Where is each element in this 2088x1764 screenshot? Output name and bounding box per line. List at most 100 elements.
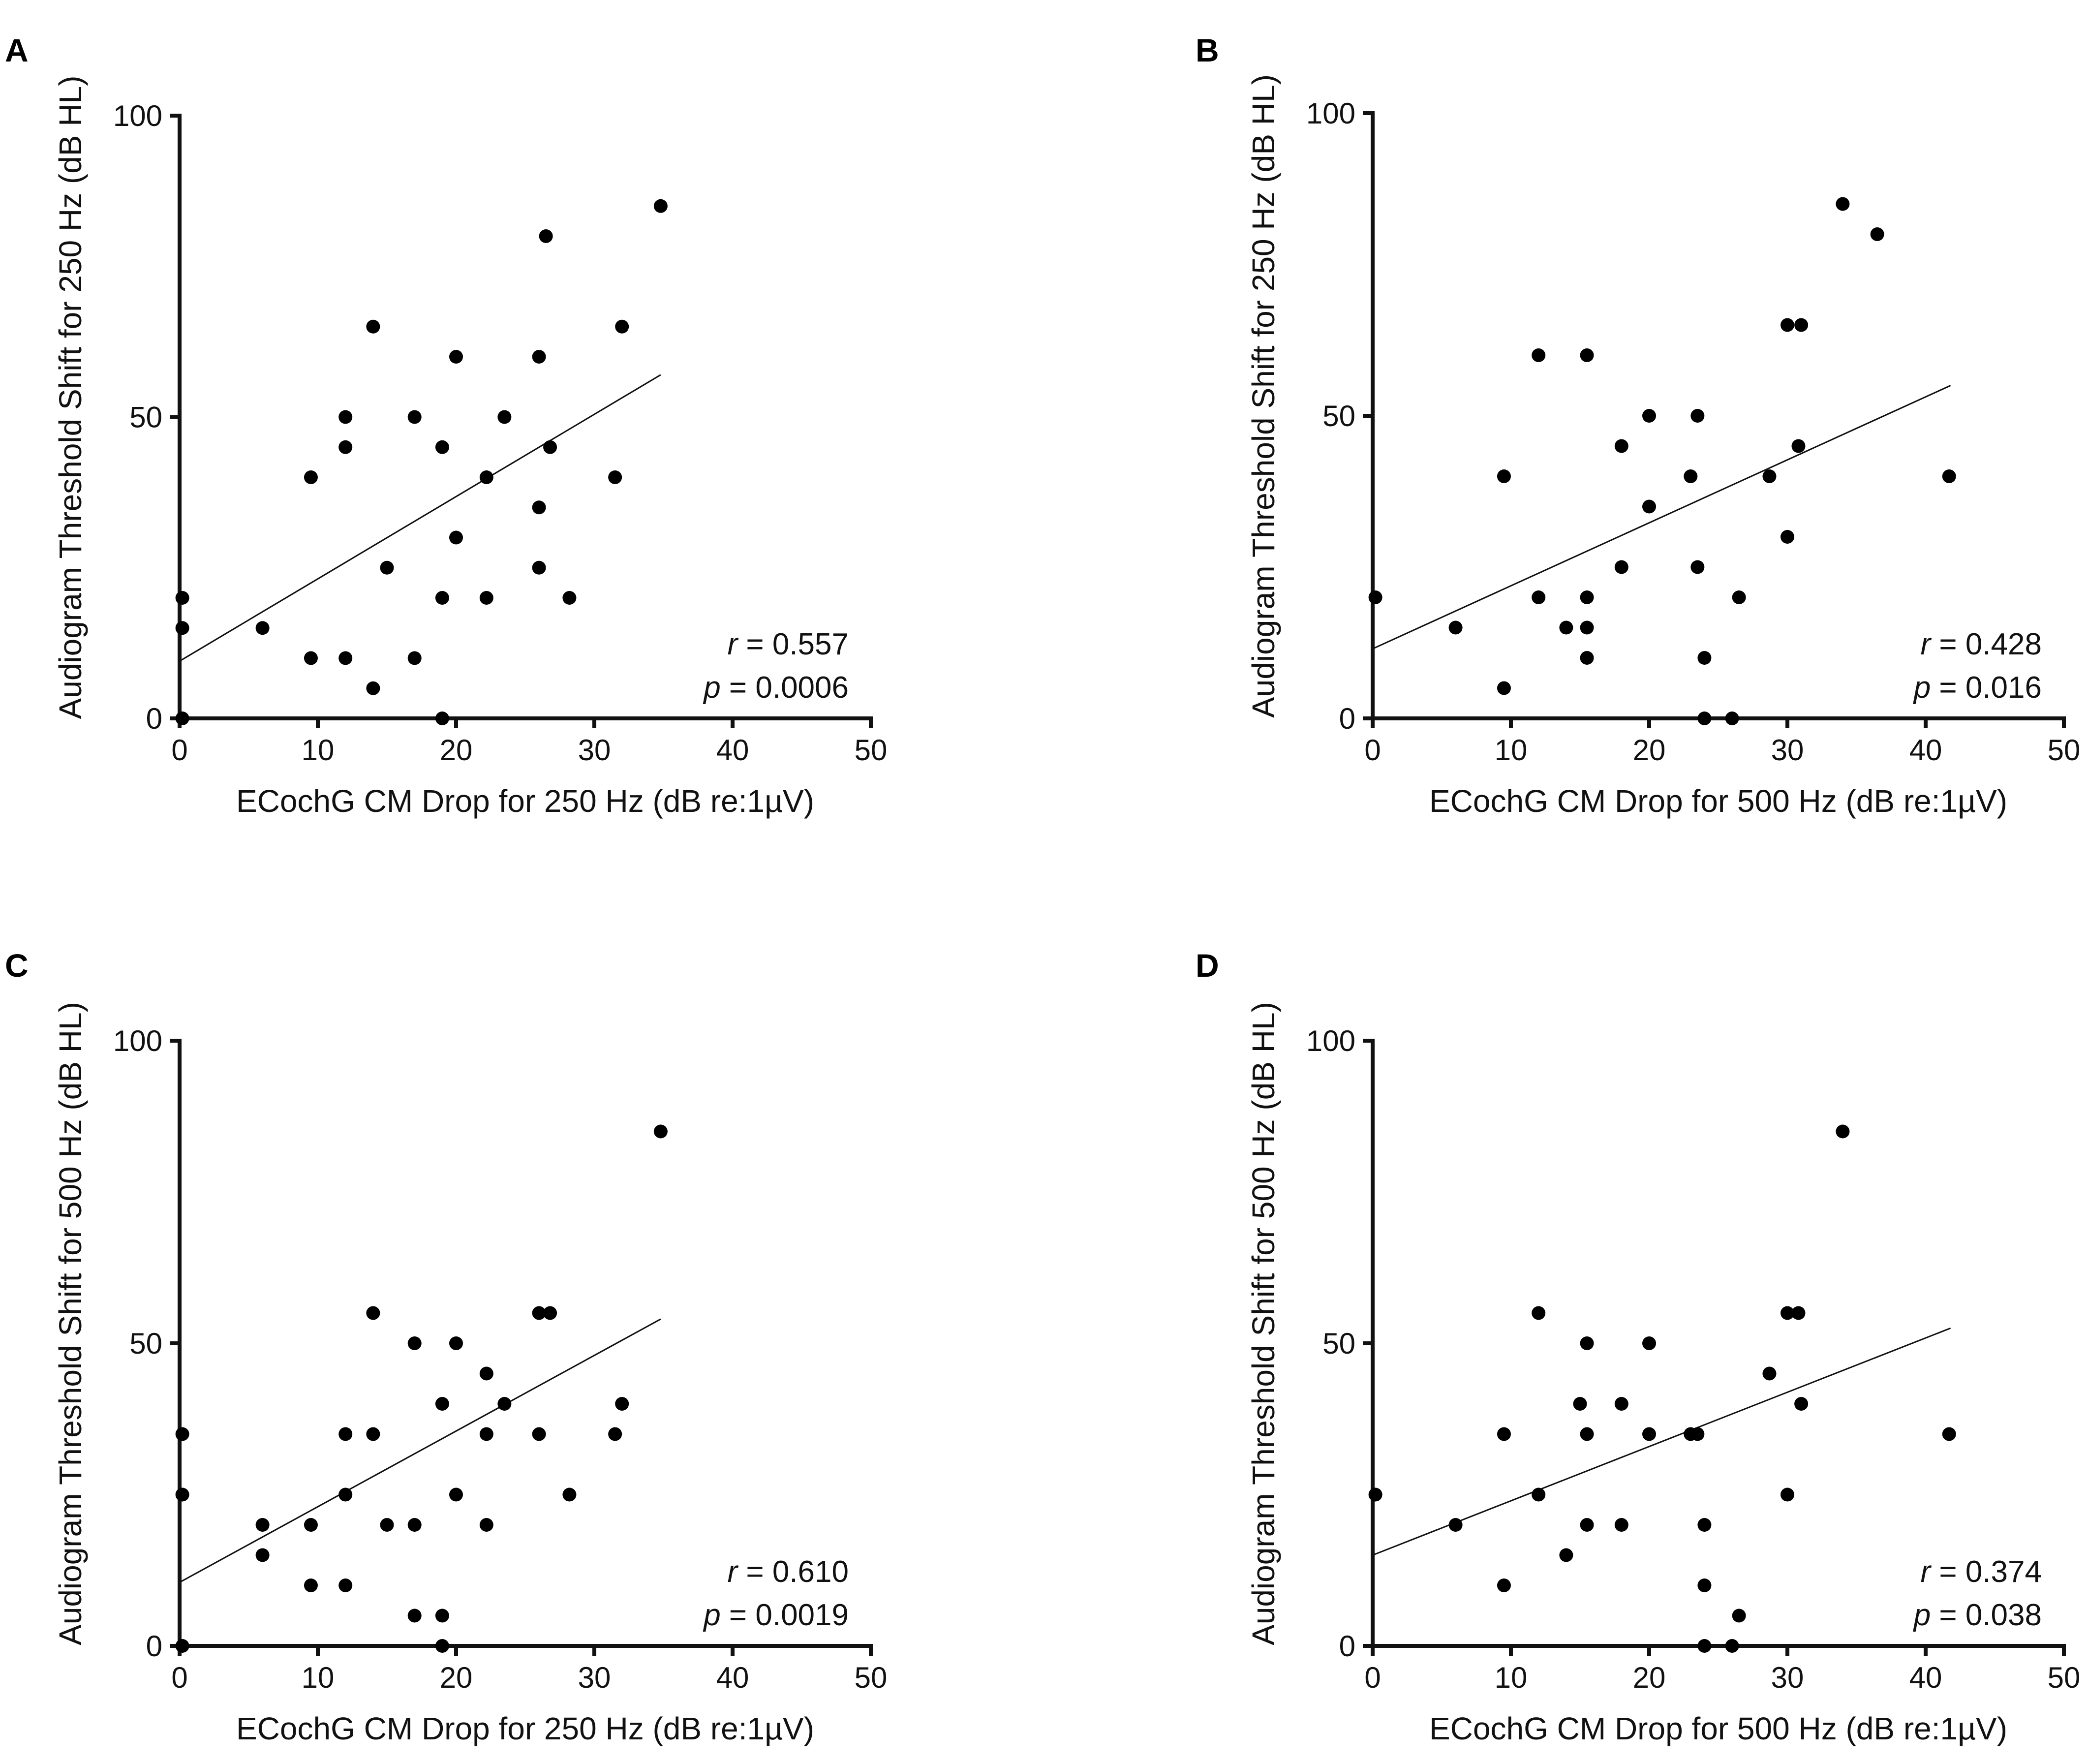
- p-symbol: p: [1913, 671, 1931, 705]
- data-point: [1697, 1518, 1712, 1532]
- data-point: [615, 319, 629, 334]
- data-point: [1732, 590, 1746, 604]
- y-tick-label: 100: [113, 1024, 162, 1057]
- data-point: [1725, 712, 1739, 725]
- x-tick-label: 10: [302, 734, 335, 767]
- data-point: [1497, 681, 1511, 695]
- x-tick-label: 30: [1771, 1661, 1804, 1694]
- data-point: [1942, 469, 1956, 483]
- p-symbol: p: [703, 671, 720, 705]
- r-value: = 0.610: [737, 1555, 849, 1589]
- panel-b: B 0 10 20 30 40 50 0 50 100 ECochG CM Drop for 500…: [1196, 32, 2080, 819]
- y-axis-label: Audiogram Threshold Shift for 250 Hz (dB…: [1246, 74, 1281, 718]
- data-point: [1642, 1336, 1656, 1350]
- data-point: [497, 410, 512, 424]
- regression-line: [179, 374, 661, 662]
- data-point: [1642, 499, 1656, 514]
- data-point: [1870, 227, 1884, 241]
- data-point: [1580, 651, 1594, 665]
- data-point: [539, 229, 553, 243]
- y-tick-label: 100: [1306, 97, 1355, 130]
- data-point: [615, 1397, 629, 1411]
- y-tick-label: 50: [1322, 1327, 1355, 1360]
- data-point: [1448, 620, 1463, 635]
- x-tick-label: 10: [302, 1661, 335, 1694]
- regression-line: [1372, 1327, 1951, 1556]
- r-value-label: r = 0.610: [728, 1555, 849, 1589]
- data-point: [304, 1518, 318, 1532]
- data-point: [1532, 348, 1546, 362]
- data-point: [1532, 1487, 1546, 1502]
- data-point: [1614, 439, 1628, 453]
- data-point: [1559, 620, 1573, 635]
- data-point: [435, 1639, 449, 1653]
- x-tick-label: 30: [578, 1661, 611, 1694]
- data-point: [407, 410, 422, 424]
- data-point: [1368, 1487, 1382, 1502]
- p-value-label: p = 0.016: [1913, 671, 2042, 705]
- p-value-label: p = 0.0019: [703, 1598, 849, 1632]
- y-tick-label: 0: [146, 1630, 162, 1663]
- data-point: [608, 470, 622, 484]
- p-value-label: p = 0.038: [1913, 1598, 2042, 1632]
- data-point: [449, 1487, 463, 1502]
- data-point: [1781, 1487, 1794, 1502]
- data-point: [1690, 409, 1705, 423]
- r-symbol: r: [1921, 627, 1932, 661]
- data-point: [479, 591, 493, 605]
- x-tick-label: 50: [2048, 734, 2081, 767]
- r-symbol: r: [728, 1555, 739, 1589]
- data-point: [497, 1397, 512, 1411]
- data-point: [653, 1124, 668, 1139]
- data-point: [1690, 1427, 1705, 1441]
- data-point: [1697, 651, 1712, 665]
- x-tick-label: 0: [1364, 734, 1381, 767]
- data-point: [1642, 1427, 1656, 1441]
- data-point: [175, 712, 189, 725]
- x-tick-label: 0: [171, 1661, 187, 1694]
- x-tick-label: 20: [440, 734, 473, 767]
- data-point: [338, 1487, 353, 1502]
- data-point: [255, 621, 270, 635]
- y-axis-label: Audiogram Threshold Shift for 250 Hz (dB…: [53, 76, 88, 719]
- panel-c: C 0 10 20 30 40 50 0 50 100 ECochG CM Drop for 250…: [5, 947, 887, 1746]
- x-axis-label: ECochG CM Drop for 250 Hz (dB re:1µV): [236, 1711, 814, 1746]
- x-tick-label: 20: [1633, 734, 1666, 767]
- x-tick-label: 10: [1495, 1661, 1528, 1694]
- data-point: [1697, 712, 1712, 725]
- data-point: [532, 1427, 546, 1441]
- data-point: [435, 1397, 449, 1411]
- data-point: [304, 470, 318, 484]
- data-point: [1942, 1427, 1956, 1441]
- data-point: [435, 591, 449, 605]
- data-point: [1580, 590, 1594, 604]
- y-tick-label: 0: [1339, 702, 1355, 735]
- data-point: [338, 651, 353, 665]
- r-symbol: r: [728, 627, 739, 661]
- data-point: [1781, 1306, 1794, 1320]
- data-point: [1497, 1427, 1511, 1441]
- data-point: [304, 651, 318, 665]
- data-point: [435, 712, 449, 725]
- x-tick-label: 50: [855, 734, 888, 767]
- r-value-label: r = 0.428: [1921, 627, 2042, 661]
- p-symbol: p: [703, 1598, 720, 1632]
- r-value: = 0.374: [1931, 1555, 2042, 1589]
- r-symbol: r: [1921, 1555, 1932, 1589]
- data-point: [407, 1336, 422, 1350]
- p-value: = 0.0006: [721, 671, 849, 705]
- data-point: [1573, 1397, 1587, 1411]
- data-point: [1580, 1336, 1594, 1350]
- data-point: [338, 440, 353, 454]
- x-tick-label: 10: [1495, 734, 1528, 767]
- data-point: [380, 1518, 394, 1532]
- y-tick-label: 100: [1306, 1024, 1355, 1057]
- data-point: [175, 591, 189, 605]
- regression-line: [1372, 385, 1951, 650]
- data-point: [479, 470, 493, 484]
- y-axis-label: Audiogram Threshold Shift for 500 Hz (dB…: [53, 1002, 88, 1645]
- data-point: [532, 350, 546, 364]
- data-point: [479, 1366, 493, 1381]
- data-point: [1614, 560, 1628, 574]
- x-tick-label: 20: [1633, 1661, 1666, 1694]
